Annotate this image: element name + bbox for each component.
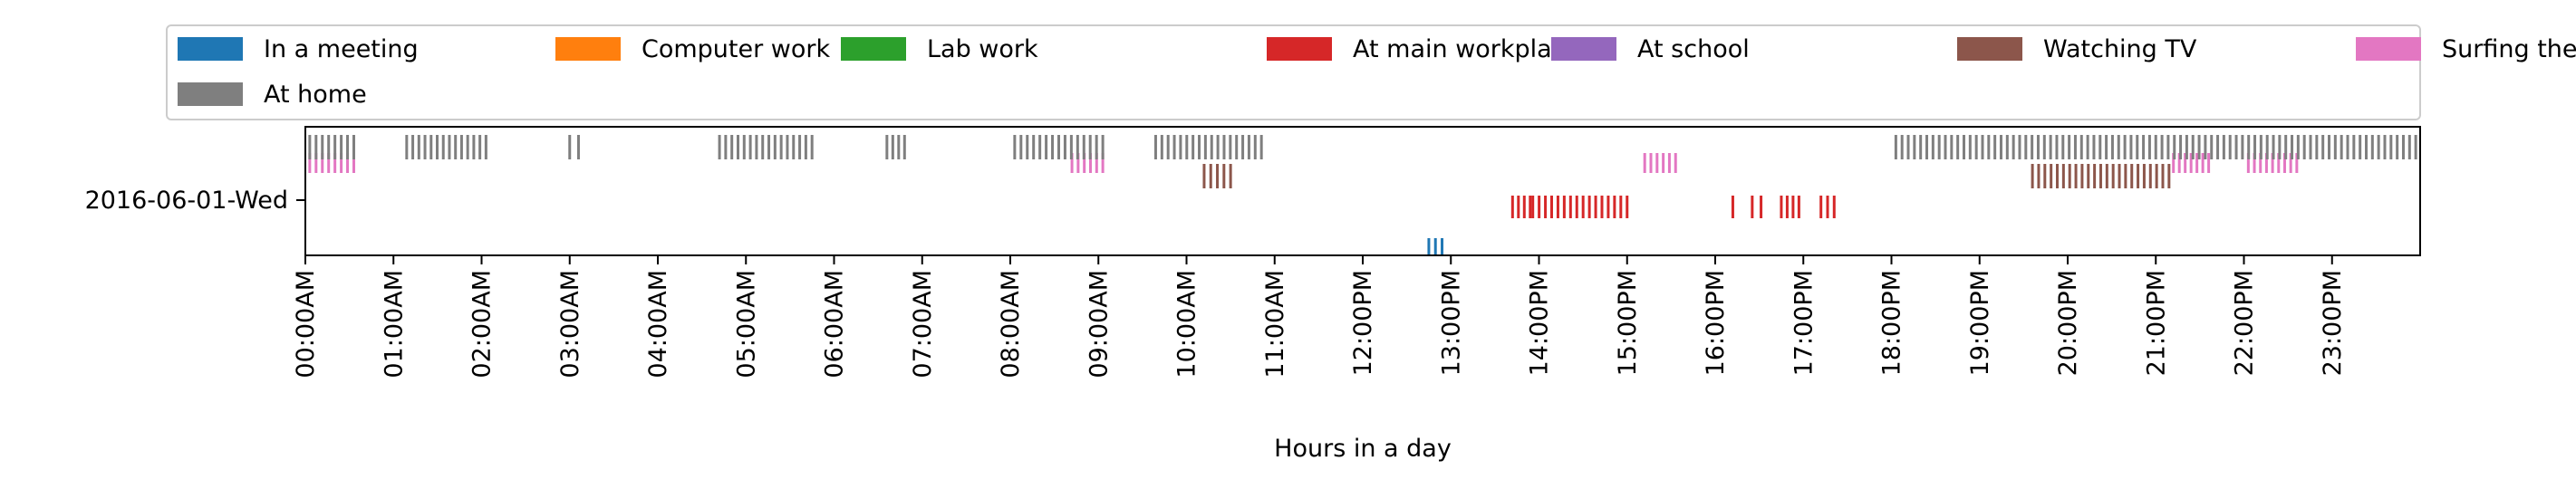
legend-label: Surfing the internet <box>2442 35 2576 63</box>
legend-label: In a meeting <box>264 35 419 63</box>
legend-label: Lab work <box>927 35 1038 63</box>
x-tick-label: 20:00PM <box>2054 270 2082 376</box>
x-tick-label: 21:00PM <box>2142 270 2170 376</box>
series-events <box>308 153 2299 173</box>
x-tick-label: 03:00AM <box>556 270 584 379</box>
series-events <box>1427 238 1444 255</box>
series-events <box>1510 196 1836 218</box>
legend-swatch <box>178 82 243 106</box>
series-events <box>308 135 2417 159</box>
x-tick-label: 17:00PM <box>1790 270 1818 376</box>
x-tick-label: 16:00PM <box>1702 270 1730 376</box>
legend-label: At home <box>264 81 367 109</box>
legend-label: At school <box>1637 35 1750 63</box>
x-tick-label: 06:00AM <box>821 270 849 379</box>
x-tick-label: 04:00AM <box>644 270 672 379</box>
x-tick-label: 23:00PM <box>2319 270 2347 376</box>
x-tick-label: 11:00AM <box>1261 270 1289 379</box>
legend: In a meeting Computer work Lab work At main… <box>166 24 2576 120</box>
legend-label: At main workplace <box>1353 35 1580 63</box>
legend-swatch <box>178 37 243 61</box>
legend-label: Computer work <box>642 35 831 63</box>
plot-area <box>304 126 2421 256</box>
x-tick-label: 19:00PM <box>1966 270 1994 376</box>
series-events <box>1202 164 2171 188</box>
x-tick-label: 09:00AM <box>1085 270 1113 379</box>
x-axis-label: Hours in a day <box>1274 435 1452 463</box>
x-axis: 00:00AM 01:00AM 02:00AM 03:00AM 04:00AM 05:00… <box>292 255 2347 379</box>
x-tick-label: 01:00AM <box>380 270 408 379</box>
x-tick-label: 15:00PM <box>1614 270 1642 376</box>
x-tick-label: 10:00AM <box>1173 270 1201 379</box>
y-axis: 2016-06-01-Wed <box>85 187 305 215</box>
x-tick-label: 00:00AM <box>292 270 320 379</box>
legend-swatch <box>1551 37 1616 61</box>
x-tick-label: 07:00AM <box>909 270 937 379</box>
x-tick-label: 14:00PM <box>1526 270 1554 376</box>
x-tick-label: 12:00PM <box>1349 270 1377 376</box>
x-tick-label: 22:00PM <box>2231 270 2259 376</box>
legend-frame <box>166 24 2421 120</box>
y-tick-label: 2016-06-01-Wed <box>85 187 288 215</box>
x-tick-label: 08:00AM <box>997 270 1025 379</box>
x-tick-label: 02:00AM <box>468 270 497 379</box>
x-tick-label: 13:00PM <box>1437 270 1465 376</box>
legend-label: Watching TV <box>2043 35 2197 63</box>
event-marks <box>308 135 2417 255</box>
legend-swatch <box>1267 37 1332 61</box>
legend-swatch <box>1957 37 2022 61</box>
x-tick-label: 05:00AM <box>732 270 760 379</box>
axes-frame <box>304 126 2421 256</box>
legend-swatch <box>841 37 906 61</box>
legend-swatch <box>555 37 621 61</box>
x-tick-label: 18:00PM <box>1878 270 1906 376</box>
legend-swatch <box>2356 37 2421 61</box>
